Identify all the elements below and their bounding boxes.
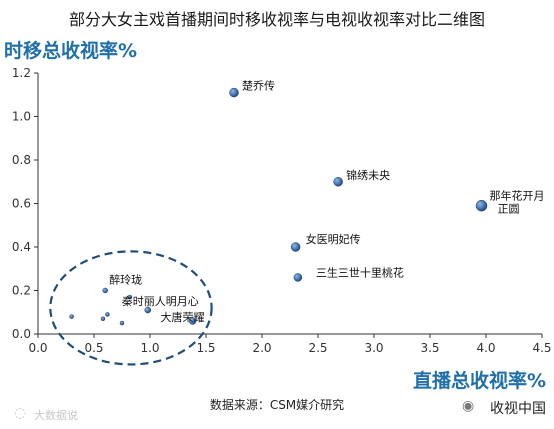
point-label: 女医明妃传 [306, 232, 361, 246]
scatter-point [290, 242, 301, 252]
point-label: 那年花开月 [490, 189, 545, 203]
point-label: 大唐荣耀 [161, 310, 205, 324]
y-tick-label: 0.4 [12, 240, 31, 254]
cluster-dashed-ellipse [49, 250, 213, 366]
x-tick-label: 0.5 [84, 341, 103, 355]
point-label: 正圆 [498, 203, 520, 216]
data-source-note: 数据来源：CSM媒介研究 [209, 398, 345, 412]
y-tick-label: 0.8 [12, 153, 31, 167]
x-tick-label: 2.0 [252, 341, 271, 355]
x-tick-label: 1.5 [196, 341, 215, 355]
scatter-point [100, 316, 106, 322]
scatter-point [127, 294, 133, 300]
point-label: 醉玲珑 [109, 273, 142, 287]
point-label: 三生三世十里桃花 [316, 265, 404, 279]
page-title: 部分大女主戏首播期间时移收视率与电视收视率对比二维图 [68, 10, 485, 29]
y-tick-label: 0.2 [12, 284, 31, 298]
y-ticks: 0.0 0.2 0.4 0.6 0.8 1.0 1.2 [12, 66, 38, 341]
x-axis-label: 直播总收视率% [412, 370, 546, 392]
x-tick-label: 4.0 [476, 341, 495, 355]
x-tick-label: 0.0 [28, 341, 47, 355]
scatter-point [119, 320, 125, 326]
scatter-point [475, 199, 488, 212]
watermark-left: 大数据说 [34, 409, 78, 422]
annotations [49, 250, 213, 366]
watermark-right: 收视中国 [490, 401, 546, 417]
data-points [69, 87, 488, 326]
scatter-point [69, 314, 74, 319]
x-tick-label: 3.5 [420, 341, 439, 355]
x-tick-label: 1.0 [140, 341, 159, 355]
data-labels: 楚乔传锦绣未央那年花开月正圆女医明妃传三生三世十里桃花醉玲珑秦时丽人明月心大唐荣… [109, 79, 544, 324]
y-tick-label: 1.0 [12, 110, 31, 124]
weibo-logo-icon: ◌ [14, 405, 27, 421]
scatter-point [144, 306, 152, 314]
scatter-point [333, 177, 343, 187]
point-label: 锦绣未央 [346, 168, 390, 182]
x-tick-label: 3.0 [364, 341, 383, 355]
scatter-point [229, 87, 239, 98]
y-tick-label: 0.6 [12, 197, 31, 211]
axes [37, 73, 542, 335]
wechat-logo-icon: ◉ [462, 398, 475, 414]
scatter-point [293, 273, 303, 282]
x-tick-label: 2.5 [308, 341, 327, 355]
x-tick-label: 4.5 [532, 341, 551, 355]
point-label: 楚乔传 [242, 79, 275, 93]
y-tick-label: 0.0 [12, 327, 31, 341]
scatter-point [105, 312, 110, 317]
scatter-point [188, 317, 197, 325]
y-tick-label: 1.2 [12, 66, 31, 80]
x-ticks: 0.0 0.5 1.0 1.5 2.0 2.5 3.0 3.5 4.0 4.5 [28, 334, 552, 355]
y-axis-label: 时移总收视率% [4, 40, 138, 62]
scatter-point [102, 287, 108, 294]
point-label: 秦时丽人明月心 [122, 294, 199, 308]
